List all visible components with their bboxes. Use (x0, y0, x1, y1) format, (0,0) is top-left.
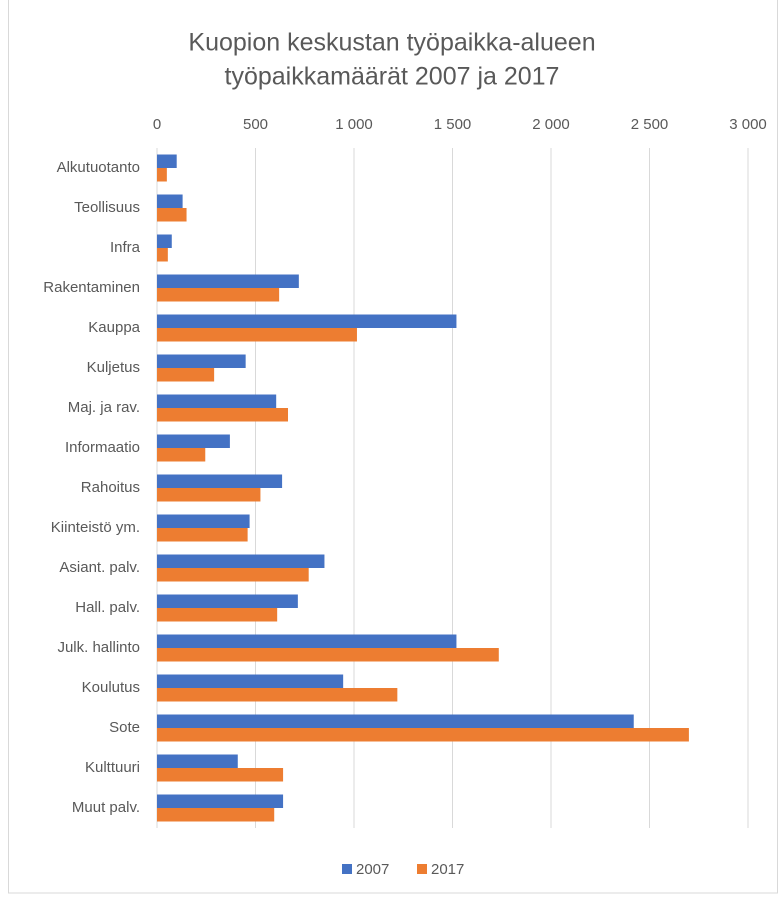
y-tick-label: Teollisuus (74, 199, 140, 216)
x-tick-label: 1 500 (434, 116, 472, 133)
bar (157, 528, 248, 542)
chart-title: Kuopion keskustan työpaikka-alueen (188, 29, 595, 57)
bar (157, 594, 298, 608)
y-tick-label: Kiinteistö ym. (51, 519, 140, 536)
chart-border (8, 0, 778, 894)
bar (157, 354, 246, 368)
y-tick-label: Rahoitus (81, 479, 140, 496)
bar (157, 328, 357, 342)
y-tick-label: Kulttuuri (85, 759, 140, 776)
x-tick-label: 1 000 (335, 116, 373, 133)
bar (157, 794, 284, 808)
y-tick-label: Julk. hallinto (57, 639, 140, 656)
bar (157, 474, 283, 488)
bar (157, 554, 325, 568)
bar (157, 368, 215, 382)
y-tick-label: Sote (109, 719, 140, 736)
bar (157, 168, 167, 182)
bar (157, 248, 168, 262)
chart-title: työpaikkamäärät 2007 ja 2017 (225, 63, 560, 91)
bar (157, 394, 277, 408)
bar (157, 754, 238, 768)
bar (157, 314, 457, 328)
bar (157, 408, 289, 422)
y-tick-label: Informaatio (65, 439, 140, 456)
x-tick-label: 3 000 (729, 116, 767, 133)
y-tick-label: Kuljetus (87, 359, 140, 376)
bar (157, 648, 499, 662)
y-tick-label: Asiant. palv. (59, 559, 140, 576)
y-tick-label: Hall. palv. (75, 599, 140, 616)
bar (157, 194, 183, 208)
bar (157, 514, 250, 528)
bar (157, 234, 172, 248)
bar (157, 488, 261, 502)
y-tick-label: Infra (110, 239, 141, 256)
x-tick-label: 2 000 (532, 116, 570, 133)
y-tick-label: Kauppa (88, 319, 140, 336)
y-tick-label: Muut palv. (72, 799, 140, 816)
legend-label: 2017 (431, 861, 464, 878)
bar (157, 674, 344, 688)
bar (157, 274, 299, 288)
bar (157, 634, 457, 648)
bar (157, 448, 206, 462)
x-tick-label: 2 500 (631, 116, 669, 133)
y-tick-label: Maj. ja rav. (68, 399, 140, 416)
bar (157, 768, 284, 782)
x-tick-label: 500 (243, 116, 268, 133)
bar (157, 568, 309, 582)
legend-swatch (342, 864, 352, 874)
legend-label: 2007 (356, 861, 389, 878)
bar (157, 288, 280, 302)
bar (157, 808, 275, 822)
bar (157, 688, 398, 702)
y-tick-label: Rakentaminen (43, 279, 140, 296)
bar (157, 434, 230, 448)
bar (157, 608, 278, 622)
bar (157, 154, 177, 168)
bar (157, 714, 634, 728)
bar (157, 208, 187, 222)
legend-swatch (417, 864, 427, 874)
bar (157, 728, 689, 742)
y-tick-label: Koulutus (82, 679, 140, 696)
y-tick-label: Alkutuotanto (57, 159, 140, 176)
x-tick-label: 0 (153, 116, 161, 133)
